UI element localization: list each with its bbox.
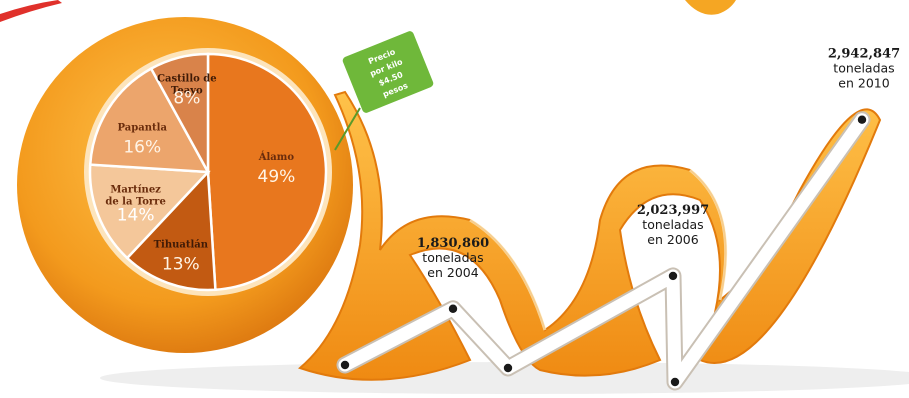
line-point-5 [670,377,680,387]
line-point-1 [340,360,350,370]
line-value-label-1: 1,830,860 [417,236,489,251]
pie-slice-label-3: Martínez de la Torre [105,185,165,208]
line-unit-label-3: toneladas [833,61,894,76]
pie-slice-value-2: 13% [162,254,200,274]
pie-slice-value-5: 8% [173,89,200,109]
line-point-6 [857,115,867,124]
red-swoosh-decoration [0,0,62,22]
pie-slice-value-3: 14% [117,206,155,226]
pie-slice-value-1: 49% [258,167,296,187]
pie-slice-4 [88,66,211,174]
line-year-label-2: en 2006 [647,232,698,247]
pie-slice-label-1: Álamo [258,151,295,163]
ground-shadow [100,362,909,394]
line-value-label-2: 2,023,997 [637,203,709,218]
pie-slice-value-4: 16% [123,137,161,157]
line-unit-label-1: toneladas [422,250,483,265]
line-point-4 [668,271,678,281]
line-point-2 [448,304,458,313]
orange-ornament-decoration [685,0,736,15]
pie-slice-3 [88,163,211,260]
line-value-label-3: 2,942,847 [828,47,900,62]
pie-slice-label-4: Papantla [118,122,168,133]
pie-slice-2 [125,169,217,292]
line-point-3 [503,363,513,373]
price-tag-string [334,107,361,151]
line-unit-label-2: toneladas [642,217,703,232]
price-tag: Precio por kilo $4.50 pesos [342,31,434,113]
pie-slice-label-5: Castillo de Teayo [157,74,217,97]
production-line [338,113,869,389]
line-year-label-3: en 2010 [838,76,889,91]
pie-slice-5 [149,52,210,173]
pie-slice-label-2: Tihuatlán [154,239,209,250]
line-year-label-1: en 2004 [427,265,478,280]
pie-slice-1 [206,52,328,292]
